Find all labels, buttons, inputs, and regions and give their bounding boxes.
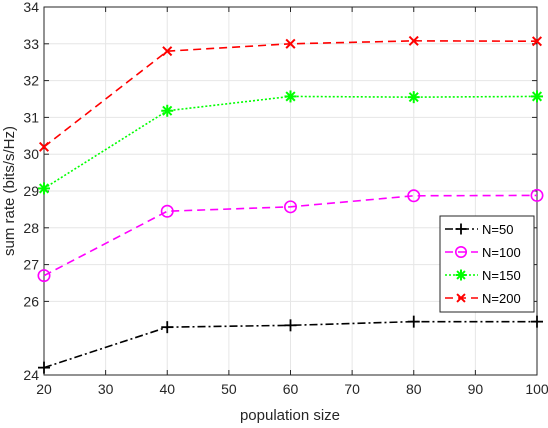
x-tick-label: 40 <box>159 381 175 397</box>
legend-label: N=50 <box>482 222 513 237</box>
data-point <box>38 361 50 374</box>
data-point <box>284 319 297 332</box>
series-n-150 <box>38 90 543 195</box>
y-tick-label: 30 <box>23 146 39 162</box>
y-tick-label: 24 <box>23 367 39 383</box>
data-point <box>38 141 50 152</box>
x-tick-label: 100 <box>525 381 548 397</box>
legend-label: N=200 <box>482 291 521 306</box>
data-point <box>531 36 543 47</box>
series-line <box>43 194 538 277</box>
x-tick-label: 70 <box>344 381 360 397</box>
y-tick-label: 28 <box>23 220 39 236</box>
data-point <box>37 269 51 283</box>
x-tick-label: 50 <box>221 381 237 397</box>
y-tick-label: 33 <box>23 36 39 52</box>
legend-label: N=100 <box>482 245 521 260</box>
data-point <box>531 90 543 103</box>
data-point <box>408 35 419 46</box>
x-tick-label: 80 <box>406 381 422 397</box>
axis-ticks: 20 30 40 50 60 70 80 90 100 24 26 27 28 29 30 31 32 33 34 <box>23 0 548 397</box>
series-lines <box>37 35 544 374</box>
legend-label: N=150 <box>482 268 521 283</box>
y-tick-label: 29 <box>23 183 39 199</box>
data-point <box>162 46 173 57</box>
x-axis-label: population size <box>240 407 340 424</box>
series-n-100 <box>37 188 544 283</box>
series-n-200 <box>38 35 543 152</box>
data-point <box>407 315 420 328</box>
data-point <box>285 38 296 49</box>
y-tick-label: 27 <box>23 257 39 273</box>
x-tick-label: 20 <box>36 381 52 397</box>
y-axis-label: sum rate (bits/s/Hz) <box>1 126 18 256</box>
y-tick-label: 32 <box>23 73 39 89</box>
data-point <box>161 321 174 334</box>
y-tick-label: 31 <box>23 109 39 125</box>
legend-entry: N=100 <box>445 245 521 260</box>
legend-box <box>439 215 535 313</box>
data-point <box>38 182 50 195</box>
legend: N=50 N=100 N=150 N=200 <box>439 215 535 313</box>
legend-marker <box>455 269 467 281</box>
data-point <box>407 189 421 203</box>
legend-entry: N=150 <box>445 268 521 283</box>
series-n-50 <box>38 315 543 374</box>
legend-entry: N=200 <box>445 291 521 306</box>
data-point <box>160 204 174 218</box>
y-tick-label: 34 <box>23 0 39 15</box>
x-tick-label: 30 <box>98 381 114 397</box>
data-point <box>161 104 174 117</box>
x-tick-label: 90 <box>468 381 484 397</box>
legend-marker <box>456 293 466 303</box>
data-point <box>530 188 544 202</box>
x-tick-label: 60 <box>283 381 299 397</box>
data-point <box>283 200 297 214</box>
data-point <box>407 91 420 104</box>
data-point <box>284 90 297 103</box>
data-point <box>531 315 543 328</box>
y-tick-label: 26 <box>23 293 39 309</box>
legend-marker <box>455 223 467 235</box>
legend-entry: N=50 <box>445 222 513 237</box>
legend-marker <box>454 245 468 259</box>
